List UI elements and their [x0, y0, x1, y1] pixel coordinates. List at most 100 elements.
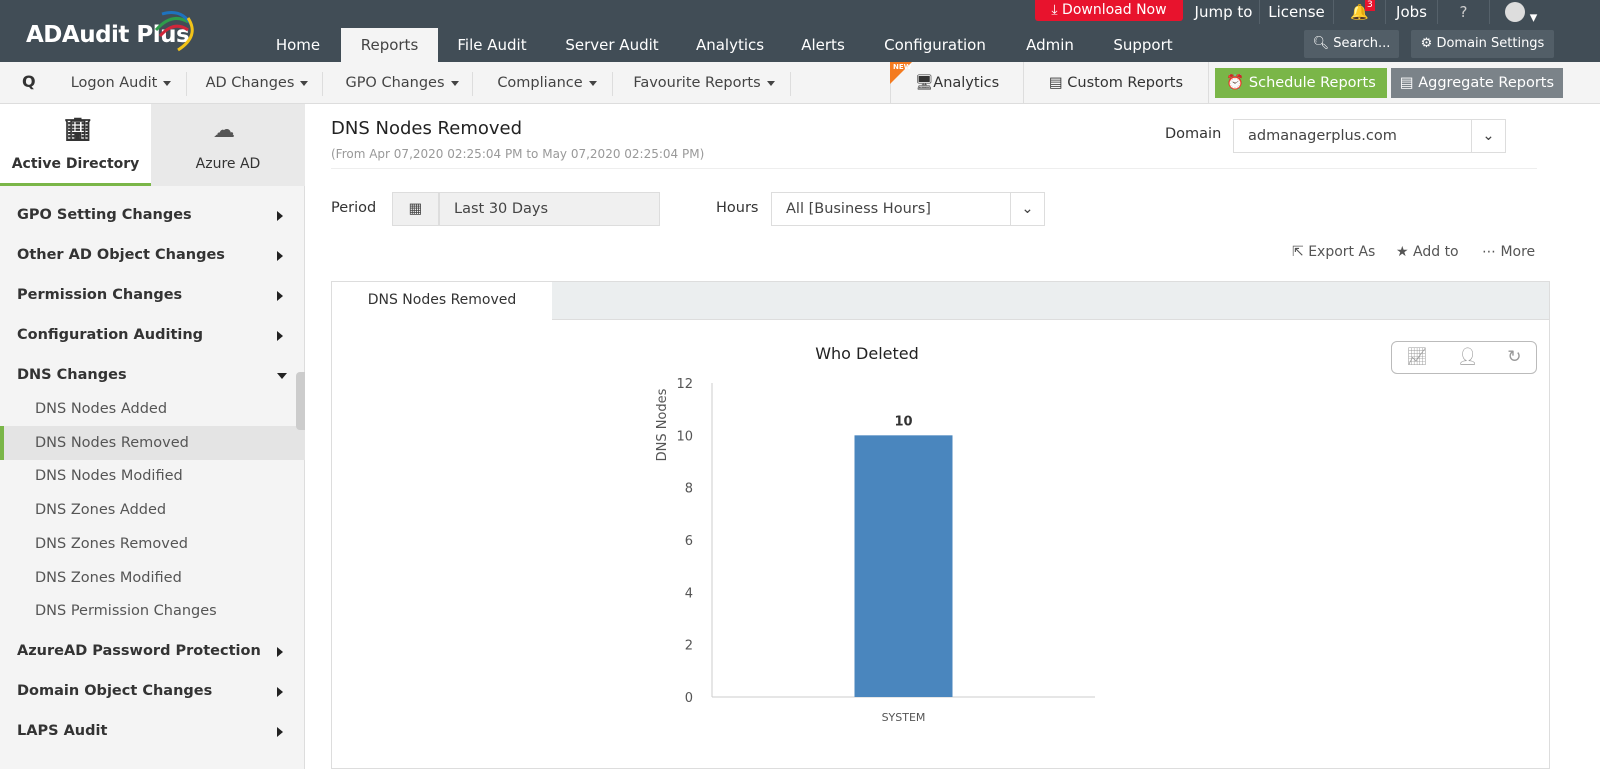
jobs-link[interactable]: Jobs: [1386, 0, 1438, 24]
caret-right-icon: [277, 211, 283, 221]
user-group-icon[interactable]: 👤︎: [1456, 347, 1479, 367]
subnav-gpo-changes[interactable]: GPO Changes: [332, 62, 472, 104]
bar-system[interactable]: [854, 435, 953, 697]
sidebar-item-other-ad-object-changes[interactable]: Other AD Object Changes: [0, 235, 305, 275]
subnav-favourite-reports[interactable]: Favourite Reports: [618, 62, 790, 104]
sidebar-item-laps-audit[interactable]: LAPS Audit: [0, 711, 305, 751]
new-badge: [890, 62, 912, 84]
help-button[interactable]: ?: [1438, 0, 1490, 24]
analytics-tab[interactable]: 🖥︎Analytics: [890, 62, 1024, 104]
page-title: DNS Nodes Removed: [331, 118, 523, 139]
sidebar-subitem-dns-nodes-removed[interactable]: DNS Nodes Removed: [0, 425, 305, 460]
caret-right-icon: [277, 331, 283, 341]
caret-right-icon: [277, 647, 283, 657]
caret-right-icon: [277, 687, 283, 697]
sidebar-subitem-dns-zones-removed[interactable]: DNS Zones Removed: [35, 535, 188, 552]
aggregate-report-icon: ▤: [1399, 75, 1414, 91]
nav-support[interactable]: Support: [1113, 36, 1173, 54]
chevron-down-icon: ⌄: [1471, 120, 1505, 152]
y-axis-label: DNS Nodes: [655, 388, 670, 461]
nav-admin[interactable]: Admin: [1026, 36, 1074, 54]
sidebar-item-label: Permission Changes: [17, 287, 183, 303]
search-button[interactable]: 🔍︎ Search...: [1304, 30, 1399, 58]
sidebar-item-label: LAPS Audit: [17, 723, 108, 739]
jump-to-link[interactable]: Jump to: [1188, 0, 1260, 24]
tab-azure-ad[interactable]: ☁ Azure AD: [151, 104, 305, 186]
chart-tools: 📈︎ 👤︎ ↻: [1391, 341, 1537, 374]
sidebar-item-gpo-setting-changes[interactable]: GPO Setting Changes: [0, 195, 305, 235]
user-menu[interactable]: ▾: [1505, 2, 1537, 26]
notifications-button[interactable]: 🔔 3: [1334, 0, 1386, 24]
add-chart-icon[interactable]: 📈︎: [1406, 347, 1429, 367]
domain-settings-label: Domain Settings: [1436, 36, 1545, 51]
nav-file-audit[interactable]: File Audit: [457, 36, 527, 54]
sidebar-collapse-handle[interactable]: [296, 372, 305, 430]
tab-label: Azure AD: [195, 156, 261, 172]
subnav-ad-changes[interactable]: AD Changes: [192, 62, 322, 104]
subnav-label: Logon Audit: [70, 75, 158, 91]
sidebar-subitem-dns-nodes-added[interactable]: DNS Nodes Added: [35, 401, 168, 417]
who-deleted-chart: Who Deleted DNS Nodes 0 2 4 6 8 10 12 10 SYSTEM: [655, 344, 1095, 724]
export-icon: ⇱: [1292, 244, 1304, 260]
period-field[interactable]: Last 30 Days: [439, 192, 660, 226]
sidebar-item-domain-object-changes[interactable]: Domain Object Changes: [0, 671, 305, 711]
license-link[interactable]: License: [1260, 0, 1334, 24]
nav-alerts[interactable]: Alerts: [801, 36, 845, 54]
divider: [322, 72, 323, 96]
y-tick-label: 0: [685, 691, 693, 706]
y-tick-label: 10: [676, 429, 693, 444]
sidebar-item-label: Other AD Object Changes: [17, 247, 225, 263]
custom-reports-button[interactable]: ▤ Custom Reports: [1024, 62, 1209, 104]
sidebar-item-permission-changes[interactable]: Permission Changes: [0, 275, 305, 315]
sidebar-subitem-dns-permission-changes[interactable]: DNS Permission Changes: [35, 603, 217, 620]
nav-reports[interactable]: Reports: [341, 28, 438, 62]
hours-select[interactable]: All [Business Hours] ⌄: [771, 192, 1045, 226]
caret-down-icon: [163, 80, 172, 86]
report-search-icon[interactable]: Q: [22, 72, 36, 91]
sidebar-item-azuread-password-protection[interactable]: AzureAD Password Protection: [0, 631, 305, 671]
search-icon: 🔍︎: [1312, 36, 1330, 51]
chevron-down-icon: ⌄: [1010, 193, 1044, 225]
more-button[interactable]: ⋯ More: [1482, 244, 1535, 260]
analytics-icon: 🖥︎: [914, 75, 934, 91]
tab-active-directory[interactable]: 🏢︎ Active Directory: [0, 104, 151, 186]
custom-report-icon: ▤: [1048, 75, 1063, 91]
subnav-compliance[interactable]: Compliance: [482, 62, 612, 104]
sidebar-subitem-dns-zones-added[interactable]: DNS Zones Added: [35, 502, 167, 519]
download-now-button[interactable]: ⤓ Download Now: [1035, 0, 1183, 21]
schedule-reports-label: Schedule Reports: [1248, 75, 1376, 91]
alarm-clock-icon: ⏰: [1226, 75, 1245, 91]
divider: [472, 72, 473, 96]
refresh-chart-icon[interactable]: ↻: [1507, 347, 1522, 367]
sidebar-subitem-dns-nodes-modified[interactable]: DNS Nodes Modified: [35, 468, 183, 485]
aggregate-reports-button[interactable]: ▤ Aggregate Reports: [1391, 68, 1563, 98]
divider: [331, 168, 1537, 169]
subnav-logon-audit[interactable]: Logon Audit: [56, 62, 186, 104]
tab-label: Active Directory: [11, 156, 140, 172]
add-to-button[interactable]: ★ Add to: [1396, 244, 1459, 260]
domain-select[interactable]: admanagerplus.com ⌄: [1233, 119, 1506, 153]
analytics-label: Analytics: [933, 75, 1000, 91]
hours-label: Hours: [716, 200, 759, 216]
bell-icon: 🔔: [1350, 3, 1369, 21]
sidebar-item-dns-changes[interactable]: DNS Changes: [0, 355, 305, 395]
nav-server-audit[interactable]: Server Audit: [565, 36, 659, 54]
divider: [186, 72, 187, 96]
schedule-reports-button[interactable]: ⏰ Schedule Reports: [1215, 68, 1387, 98]
date-range: (From Apr 07,2020 02:25:04 PM to May 07,…: [331, 147, 705, 161]
more-label: More: [1500, 244, 1536, 260]
nav-home[interactable]: Home: [275, 36, 321, 54]
sidebar-subitem-dns-zones-modified[interactable]: DNS Zones Modified: [35, 569, 182, 586]
nav-analytics[interactable]: Analytics: [695, 36, 765, 54]
calendar-icon[interactable]: ▦: [392, 192, 439, 226]
tab-dns-nodes-removed[interactable]: DNS Nodes Removed: [332, 282, 552, 321]
hours-value: All [Business Hours]: [786, 201, 931, 217]
export-label: Export As: [1308, 244, 1376, 260]
domain-label: Domain: [1165, 126, 1222, 142]
sidebar-item-configuration-auditing[interactable]: Configuration Auditing: [0, 315, 305, 355]
nav-configuration[interactable]: Configuration: [884, 36, 986, 54]
domain-settings-button[interactable]: ⚙ Domain Settings: [1411, 30, 1554, 58]
gear-icon: ⚙: [1420, 36, 1433, 51]
caret-right-icon: [277, 251, 283, 261]
export-as-button[interactable]: ⇱ Export As: [1292, 244, 1375, 260]
